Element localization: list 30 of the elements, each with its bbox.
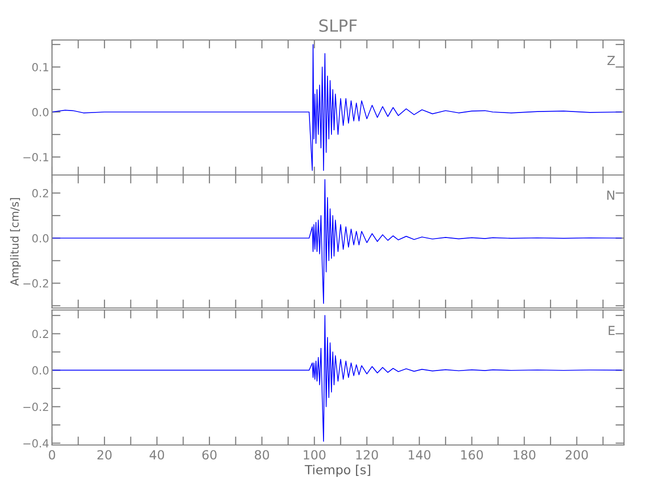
y-tick-label: 0.2 (32, 189, 48, 198)
text: E (608, 326, 615, 336)
x-tick-label: 80 (254, 450, 270, 460)
y-tick-label: −0.1 (23, 152, 48, 162)
x-tick-label: 20 (97, 450, 112, 460)
y-axis-title: Amplitud [cm/s] (10, 198, 21, 286)
line-series (52, 179, 622, 304)
x-tick-label: 180 (514, 450, 536, 460)
y-tick-label: −0.4 (23, 439, 49, 448)
line-series (52, 315, 622, 442)
line-series (52, 44, 622, 171)
x-tick-label: 100 (304, 450, 326, 460)
x-tick-label: 140 (408, 450, 430, 460)
x-tick-label: 0 (48, 450, 56, 460)
x-axis-title: Tiempo [s] (304, 464, 370, 477)
x-tick-label: 200 (566, 450, 588, 460)
y-tick-label: 0.0 (32, 234, 48, 242)
y-tick-label: 0.2 (32, 330, 48, 338)
y-tick-label: 0.0 (32, 108, 48, 116)
chart-title: SLPF (319, 19, 357, 32)
text: Z (607, 56, 615, 66)
y-tick-label: 0.0 (32, 366, 48, 375)
y-tick-label: −0.2 (23, 279, 48, 288)
y-tick-label: −0.2 (23, 402, 48, 412)
text: N (607, 190, 614, 200)
x-tick-label: 160 (461, 450, 483, 460)
x-tick-label: 120 (356, 450, 378, 460)
x-tick-label: 60 (202, 450, 217, 460)
x-tick-label: 40 (150, 450, 164, 460)
y-tick-label: 0.1 (32, 62, 48, 72)
